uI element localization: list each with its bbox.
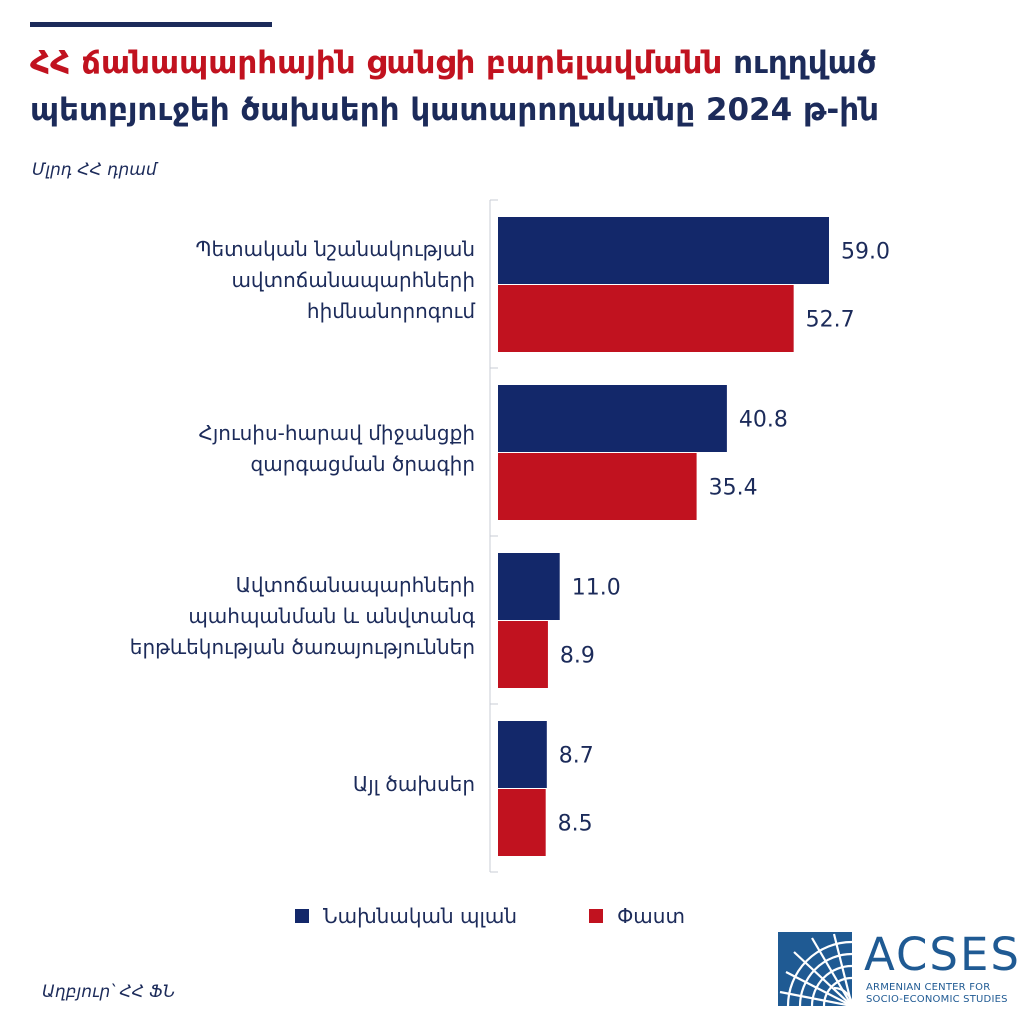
data-label-actual-3: 8.5 bbox=[558, 812, 593, 837]
category-label-line: Պետական նշանակության bbox=[195, 237, 475, 261]
category-label-3: Այլ ծախսեր bbox=[30, 769, 475, 800]
acses-logo-mark-icon bbox=[778, 932, 852, 1006]
data-label-planned-1: 40.8 bbox=[739, 408, 788, 433]
category-label-2: Ավտոճանապարհների պահպանման և անվտանգ երթևե… bbox=[30, 570, 475, 663]
data-label-planned-2: 11.0 bbox=[572, 576, 621, 601]
bar-actual-3 bbox=[498, 789, 546, 856]
bar-planned-2 bbox=[498, 553, 560, 620]
acses-logo: ACSES ARMENIAN CENTER FOR SOCIO-ECONOMIC… bbox=[778, 928, 1019, 1008]
category-label-line: Ավտոճանապարհների bbox=[235, 573, 475, 597]
bar-planned-1 bbox=[498, 385, 727, 452]
legend-swatch-actual bbox=[589, 909, 604, 923]
legend: Նախնական պլան Փաստ bbox=[295, 904, 757, 928]
logo-subtitle-line-2: SOCIO-ECONOMIC STUDIES bbox=[866, 994, 1008, 1005]
legend-label-planned: Նախնական պլան bbox=[323, 904, 518, 928]
bar-planned-0 bbox=[498, 217, 829, 284]
category-label-line: ավտոճանապարհների bbox=[231, 268, 475, 292]
category-label-line: Հյուսիս-հարավ միջանցքի bbox=[198, 420, 475, 445]
category-label-line: պահպանման և անվտանգ bbox=[188, 604, 475, 628]
legend-item-actual: Փաստ bbox=[589, 904, 685, 928]
source-note: Աղբյուր՝ ՀՀ ՖՆ bbox=[42, 982, 176, 1002]
data-label-planned-0: 59.0 bbox=[841, 240, 890, 265]
bar-actual-1 bbox=[498, 453, 697, 520]
bar-actual-0 bbox=[498, 285, 794, 352]
category-label-1: Հյուսիս-հարավ միջանցքի զարգացման ծրագիր bbox=[30, 418, 475, 480]
category-label-line: հիմնանորոգում bbox=[306, 299, 475, 323]
chart-title: ՀՀ ճանապարհային ցանցի բարելավմանն ուղղվա… bbox=[30, 40, 1000, 134]
data-label-actual-1: 35.4 bbox=[709, 476, 758, 501]
unit-label: Մլրդ ՀՀ դրամ bbox=[32, 160, 157, 180]
bar-planned-3 bbox=[498, 721, 547, 788]
logo-name: ACSES bbox=[864, 928, 1021, 981]
logo-subtitle-line-1: ARMENIAN CENTER FOR bbox=[866, 982, 991, 993]
bar-actual-2 bbox=[498, 621, 548, 688]
data-label-actual-2: 8.9 bbox=[560, 644, 595, 669]
legend-label-actual: Փաստ bbox=[617, 904, 685, 928]
data-label-planned-3: 8.7 bbox=[559, 744, 594, 769]
legend-item-planned: Նախնական պլան bbox=[295, 904, 517, 928]
legend-swatch-planned bbox=[295, 909, 309, 923]
category-label-0: Պետական նշանակության ավտոճանապարհների հիմն… bbox=[30, 234, 475, 327]
category-label-line: զարգացման ծրագիր bbox=[250, 451, 475, 476]
title-rest: ուղղված պետբյուջեի ծախսերի կատարողականը … bbox=[30, 45, 880, 128]
category-label-line: Այլ ծախսեր bbox=[352, 772, 475, 796]
category-label-line: երթևեկության ծառայություններ bbox=[129, 635, 475, 659]
title-accent-rule bbox=[30, 22, 272, 27]
data-label-actual-0: 52.7 bbox=[806, 308, 855, 333]
logo-subtitle: ARMENIAN CENTER FOR SOCIO-ECONOMIC STUDI… bbox=[866, 982, 1008, 1006]
title-highlight: ՀՀ ճանապարհային ցանցի բարելավմանն bbox=[30, 45, 723, 81]
